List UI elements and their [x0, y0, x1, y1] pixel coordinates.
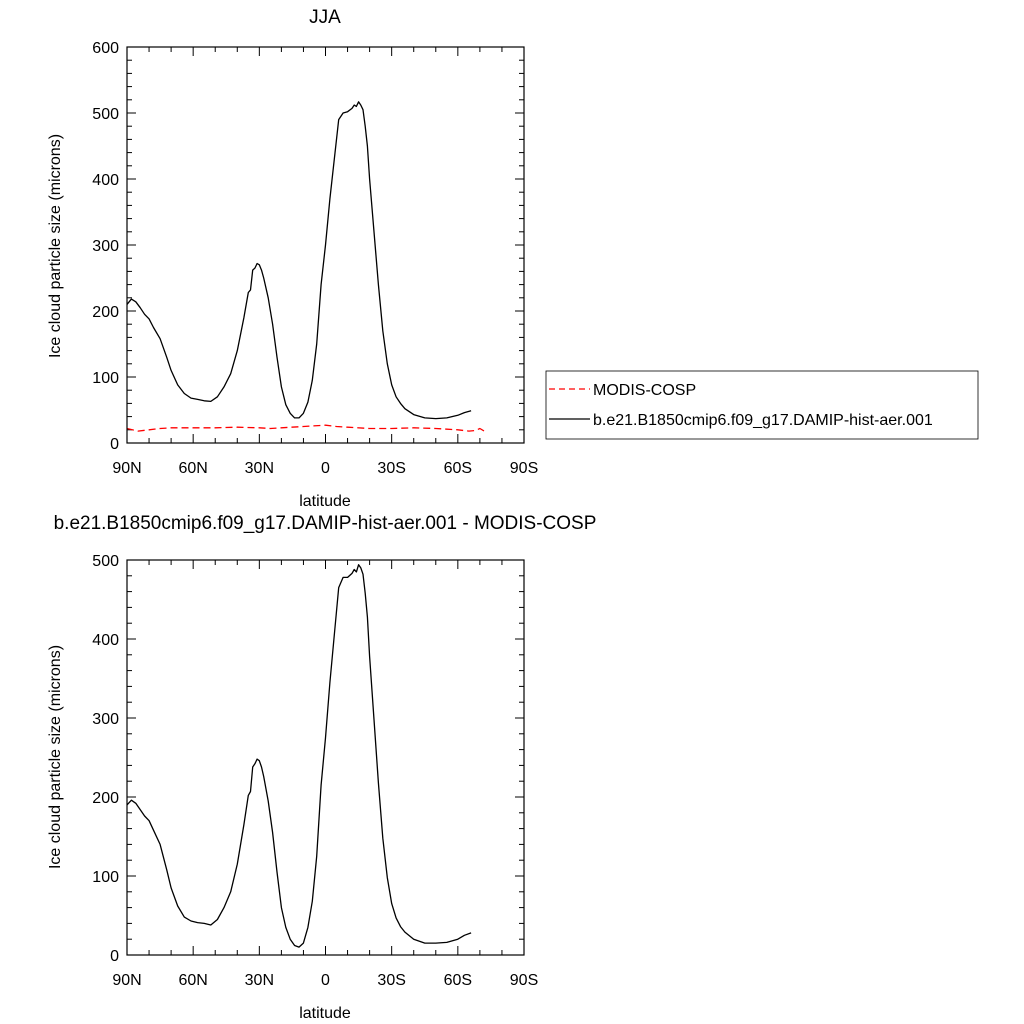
- bottom-chart-title: b.e21.B1850cmip6.f09_g17.DAMIP-hist-aer.…: [54, 513, 597, 534]
- bottom-chart-frame: [126, 559, 525, 956]
- top-chart-ticks: 90N 60N 30N 0 30S 60S 90S 0 100 200 300 400 500 600: [92, 40, 538, 477]
- bottom-chart-ytick-label: 500: [92, 553, 119, 570]
- legend-label-model: b.e21.B1850cmip6.f09_g17.DAMIP-hist-aer.…: [593, 412, 933, 429]
- legend: MODIS-COSP b.e21.B1850cmip6.f09_g17.DAMI…: [545, 370, 979, 440]
- top-chart-series-line-2: [126, 101, 472, 420]
- top-chart-xtick-label: 90N: [112, 460, 141, 477]
- bottom-chart-series-line-1: [126, 564, 472, 948]
- bottom-chart-ticks: 90N 60N 30N 0 30S 60S 90S 0 100 200 300 400 500: [92, 553, 538, 989]
- top-chart-xtick-label: 30S: [377, 460, 405, 477]
- legend-box: [545, 370, 979, 440]
- top-chart-xtick-label: 90S: [510, 460, 538, 477]
- bottom-chart-xtick-label: 0: [321, 972, 330, 989]
- bottom-chart-ytick-label: 400: [92, 632, 119, 649]
- top-chart-series: [126, 101, 487, 432]
- top-chart-series-line-1: [126, 424, 487, 432]
- bottom-chart-panel: b.e21.B1850cmip6.f09_g17.DAMIP-hist-aer.…: [47, 513, 596, 1022]
- bottom-chart-ytick-label: 100: [92, 869, 119, 886]
- top-chart-panel: JJA Ice cloud particle size (microns) la…: [47, 7, 979, 510]
- bottom-chart-xlabel: latitude: [299, 1005, 351, 1022]
- top-chart-xtick-label: 0: [321, 460, 330, 477]
- top-chart-frame: [126, 46, 525, 444]
- legend-label-modis-cosp: MODIS-COSP: [593, 382, 696, 399]
- bottom-chart-xtick-label: 60N: [178, 972, 207, 989]
- top-chart-ytick-label: 0: [110, 436, 119, 453]
- top-chart-title: JJA: [309, 7, 341, 28]
- bottom-chart-ytick-label: 300: [92, 711, 119, 728]
- top-chart-ytick-label: 400: [92, 172, 119, 189]
- top-chart-ylabel: Ice cloud particle size (microns): [47, 134, 64, 358]
- top-chart-ytick-label: 100: [92, 370, 119, 387]
- bottom-chart-ytick-label: 0: [110, 948, 119, 965]
- bottom-chart-ylabel: Ice cloud particle size (microns): [47, 645, 64, 869]
- top-chart-ytick-label: 600: [92, 40, 119, 57]
- bottom-chart-xtick-label: 90S: [510, 972, 538, 989]
- top-chart-xtick-label: 60S: [444, 460, 472, 477]
- bottom-chart-xtick-label: 30N: [245, 972, 274, 989]
- top-chart-xtick-label: 30N: [245, 460, 274, 477]
- top-chart-ytick-label: 200: [92, 304, 119, 321]
- top-chart-ytick-label: 300: [92, 238, 119, 255]
- bottom-chart-ytick-label: 200: [92, 790, 119, 807]
- bottom-chart-xtick-label: 60S: [444, 972, 472, 989]
- top-chart-xtick-label: 60N: [178, 460, 207, 477]
- bottom-chart-xtick-label: 30S: [377, 972, 405, 989]
- bottom-chart-xtick-label: 90N: [112, 972, 141, 989]
- top-chart-xlabel: latitude: [299, 493, 351, 510]
- top-chart-ytick-label: 500: [92, 106, 119, 123]
- bottom-chart-series: [126, 564, 472, 948]
